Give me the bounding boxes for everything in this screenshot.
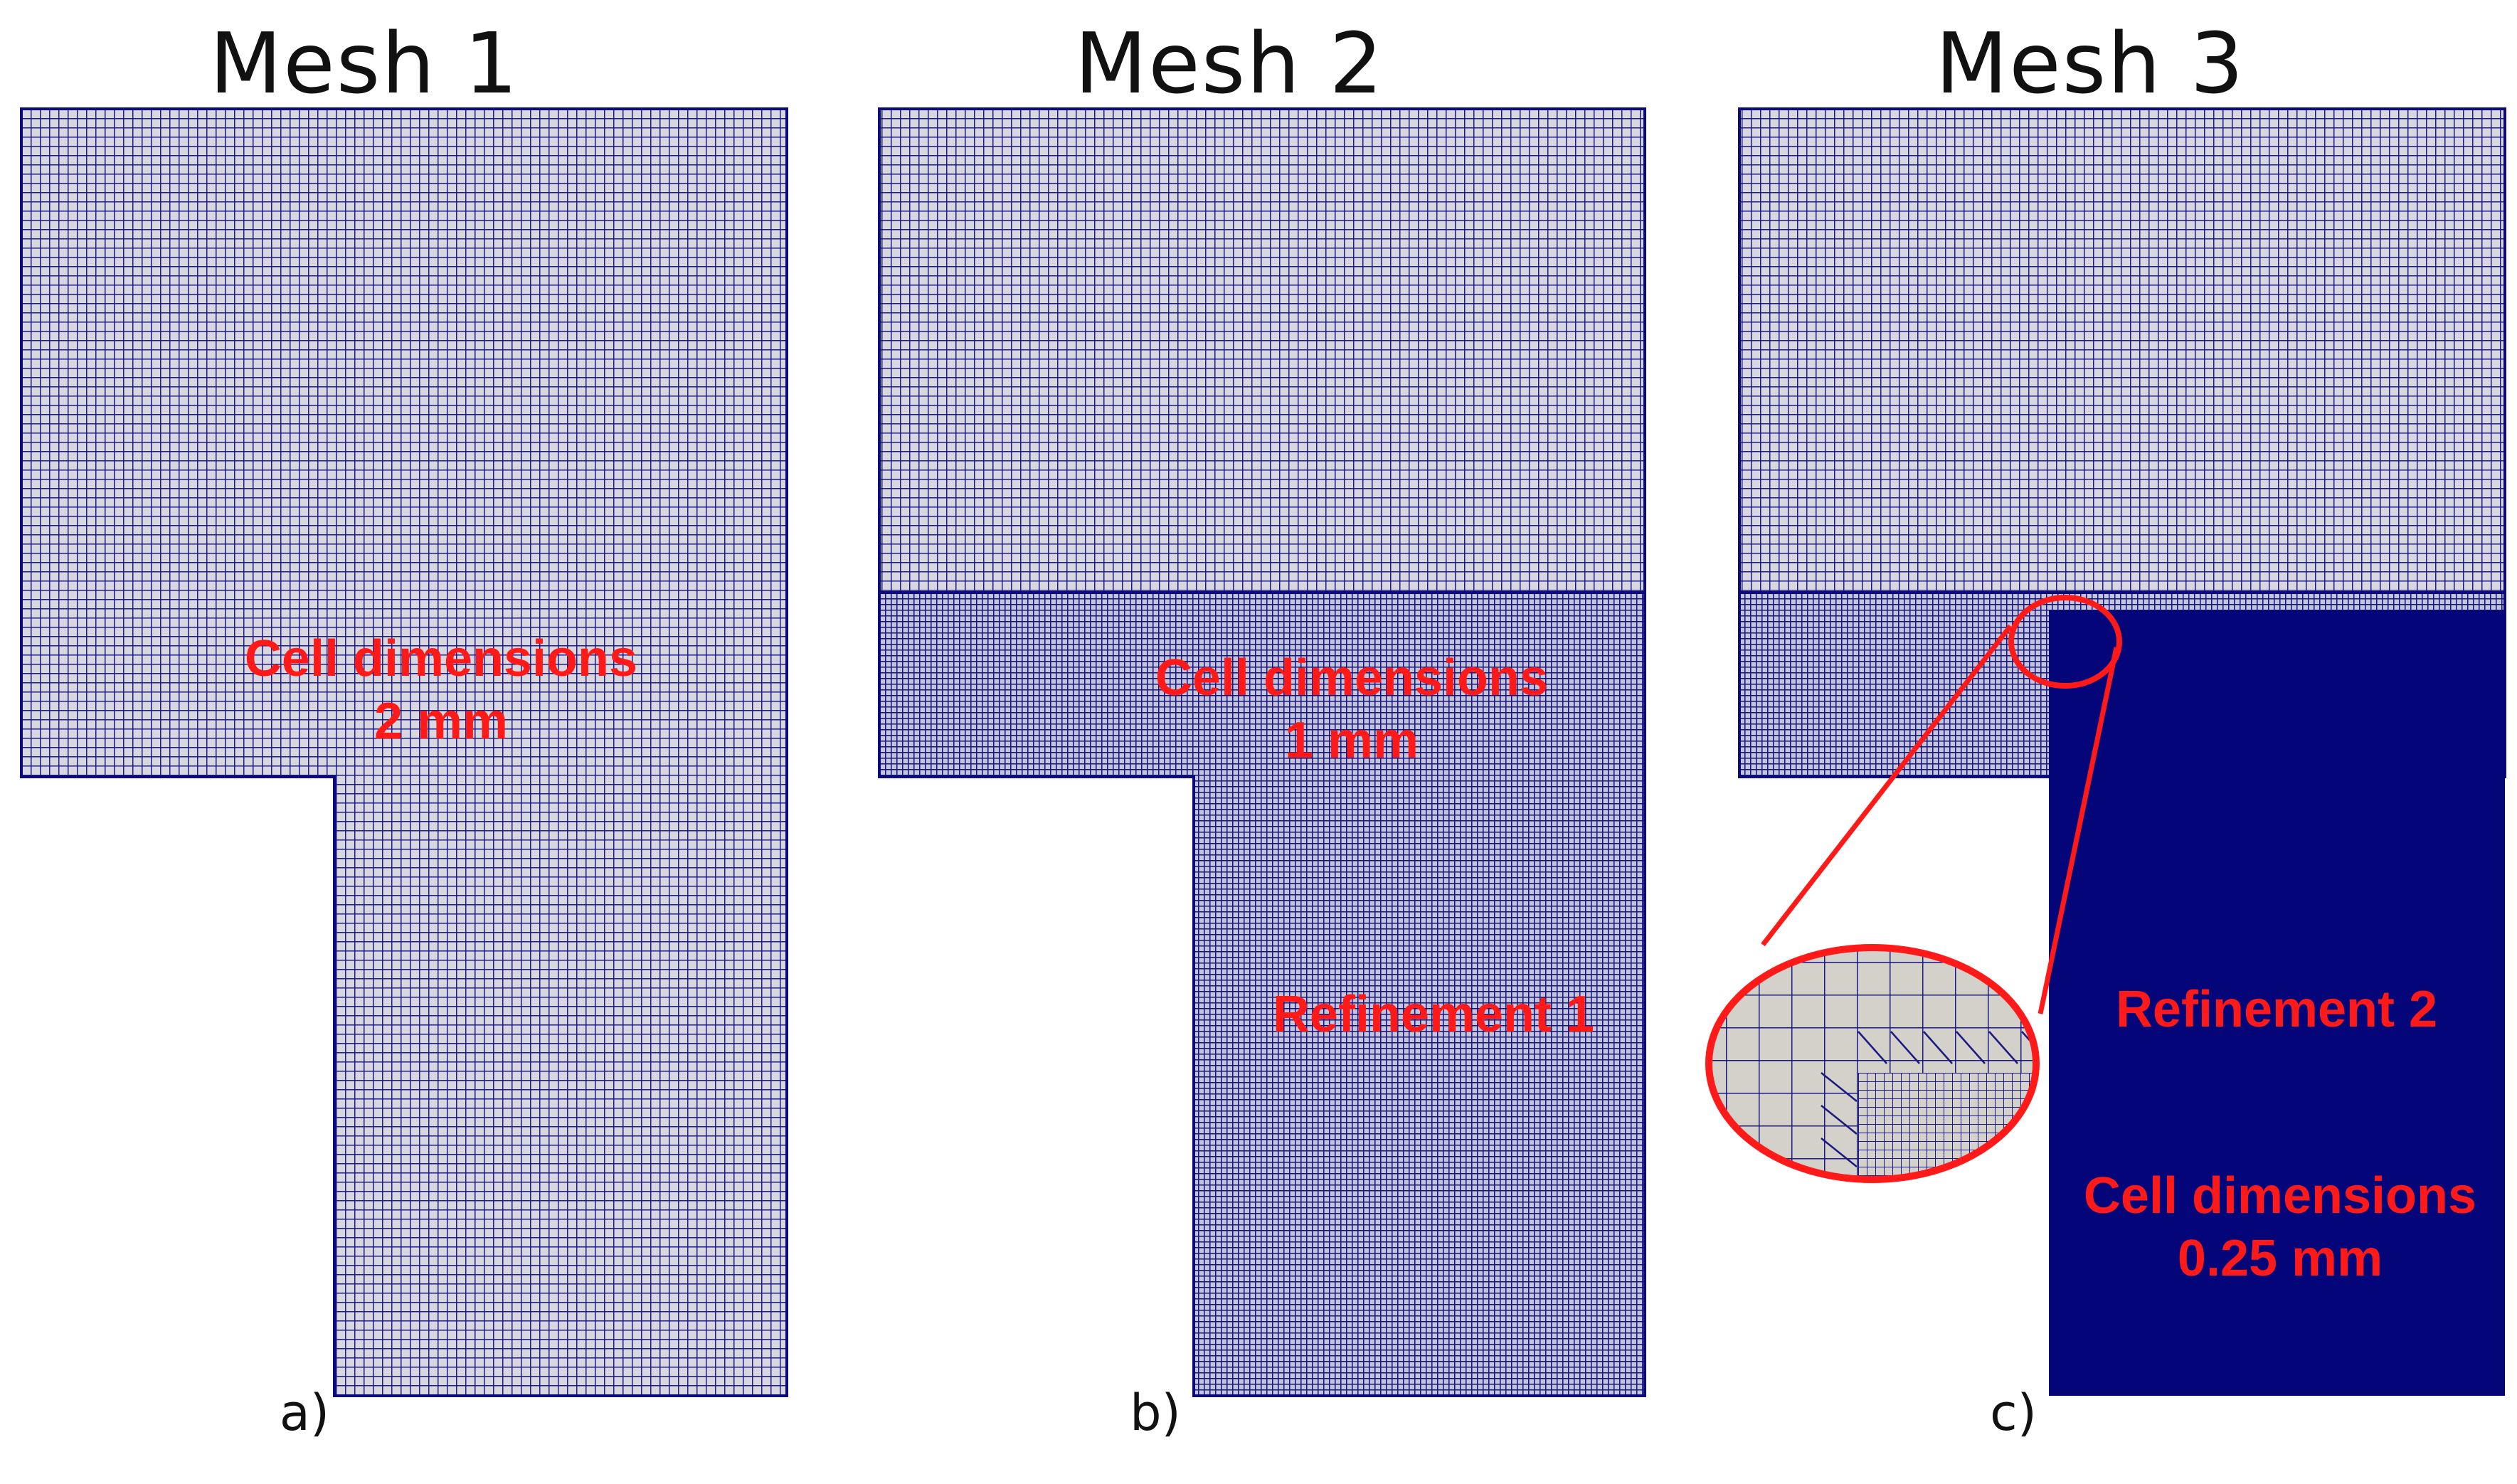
mesh-2-cell-dimension-value: 1 mm	[1284, 712, 1419, 769]
mesh-1-cell-dimension-text: Cell dimensions	[244, 630, 638, 687]
mesh-3-cell-dimension-value: 0.25 mm	[2177, 1230, 2383, 1287]
mesh-3-coarse-region	[1738, 107, 2506, 594]
panel-c-label: c)	[1990, 1384, 2037, 1442]
panel-a-label: a)	[279, 1384, 330, 1442]
zoom-inset-ellipse	[1705, 944, 2040, 1183]
mesh-2-refinement-label: Refinement 1	[1272, 986, 1595, 1043]
mesh-3-cell-dimension-text: Cell dimensions	[2083, 1167, 2477, 1224]
mesh-1-cell-dimension-label: Cell dimensions 2 mm	[185, 630, 697, 751]
mesh-2-refinement-region	[878, 591, 1646, 1397]
mesh-1-title: Mesh 1	[209, 14, 519, 112]
mesh-3-refinement-2-region	[2049, 610, 2505, 1396]
panel-b-label: b)	[1130, 1384, 1181, 1442]
mesh-2-cell-dimension-label: Cell dimensions 1 mm	[1096, 649, 1608, 770]
mesh-2-title: Mesh 2	[1074, 14, 1384, 112]
mesh-1-cell-dimension-value: 2 mm	[373, 693, 509, 750]
mesh-3-title: Mesh 3	[1935, 14, 2245, 112]
mesh-1-domain	[20, 107, 788, 1397]
mesh-2-coarse-region	[878, 107, 1646, 594]
mesh-2-cell-dimension-text: Cell dimensions	[1155, 650, 1549, 706]
zoom-inset	[1709, 948, 2036, 1180]
zoom-source-ellipse	[2008, 595, 2122, 689]
mesh-3-refinement-label: Refinement 2	[2115, 981, 2438, 1038]
mesh-3-cell-dimension-label: Cell dimensions 0.25 mm	[2049, 1167, 2511, 1288]
